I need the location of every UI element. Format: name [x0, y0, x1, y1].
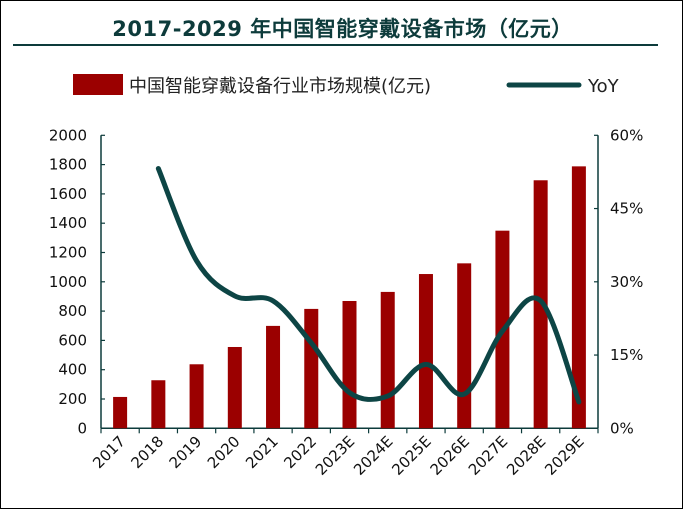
bar-2024E [380, 291, 395, 429]
left-tick-label: 1000 [49, 273, 87, 291]
left-tick-label: 600 [58, 331, 87, 349]
legend-bar-swatch [73, 74, 123, 95]
right-tick-label: 30% [610, 273, 643, 291]
x-tick-label: 2027E [465, 432, 511, 478]
left-tick-label: 200 [58, 390, 87, 408]
bar-2020 [227, 346, 242, 429]
left-tick-label: 0 [77, 419, 87, 437]
x-tick-label: 2024E [350, 432, 396, 478]
bar-2025E [418, 274, 433, 429]
x-tick-label: 2020 [204, 432, 244, 472]
bar-2017 [113, 396, 128, 429]
left-tick-label: 2000 [49, 126, 87, 144]
bar-2021 [266, 325, 281, 429]
bar-2029E [571, 166, 586, 429]
yoy-line [155, 166, 582, 405]
bar-2026E [457, 263, 472, 429]
bar-2023E [342, 300, 357, 429]
left-tick-label: 1800 [49, 156, 87, 174]
x-tick-label: 2029E [541, 432, 587, 478]
left-tick-label: 1200 [49, 244, 87, 262]
x-tick-label: 2023E [312, 432, 358, 478]
right-tick-label: 0% [610, 419, 634, 437]
bar-2022 [304, 308, 319, 429]
right-tick-label: 60% [610, 126, 643, 144]
left-tick-label: 1400 [49, 214, 87, 232]
bar-2019 [189, 364, 204, 429]
bar-2018 [151, 380, 166, 429]
right-tick-label: 15% [610, 346, 643, 364]
right-tick-label: 45% [610, 200, 643, 218]
legend: 中国智能穿戴设备行业市场规模(亿元) YoY [73, 74, 620, 97]
x-tick-label: 2028E [503, 432, 549, 478]
x-tick-label: 2026E [427, 432, 473, 478]
x-tick-label: 2017 [89, 432, 129, 472]
legend-line-label: YoY [587, 76, 620, 97]
x-tick-label: 2018 [127, 432, 167, 472]
title-underline [13, 44, 658, 46]
x-tick-label: 2019 [166, 432, 206, 472]
left-tick-label: 800 [58, 302, 87, 320]
left-tick-label: 1600 [49, 185, 87, 203]
left-tick-label: 400 [58, 361, 87, 379]
chart-title: 2017-2029 年中国智能穿戴设备市场（亿元） [112, 17, 573, 41]
legend-bar-label: 中国智能穿戴设备行业市场规模(亿元) [129, 76, 431, 97]
x-tick-label: 2025E [388, 432, 434, 478]
x-tick-label: 2021 [242, 432, 282, 472]
